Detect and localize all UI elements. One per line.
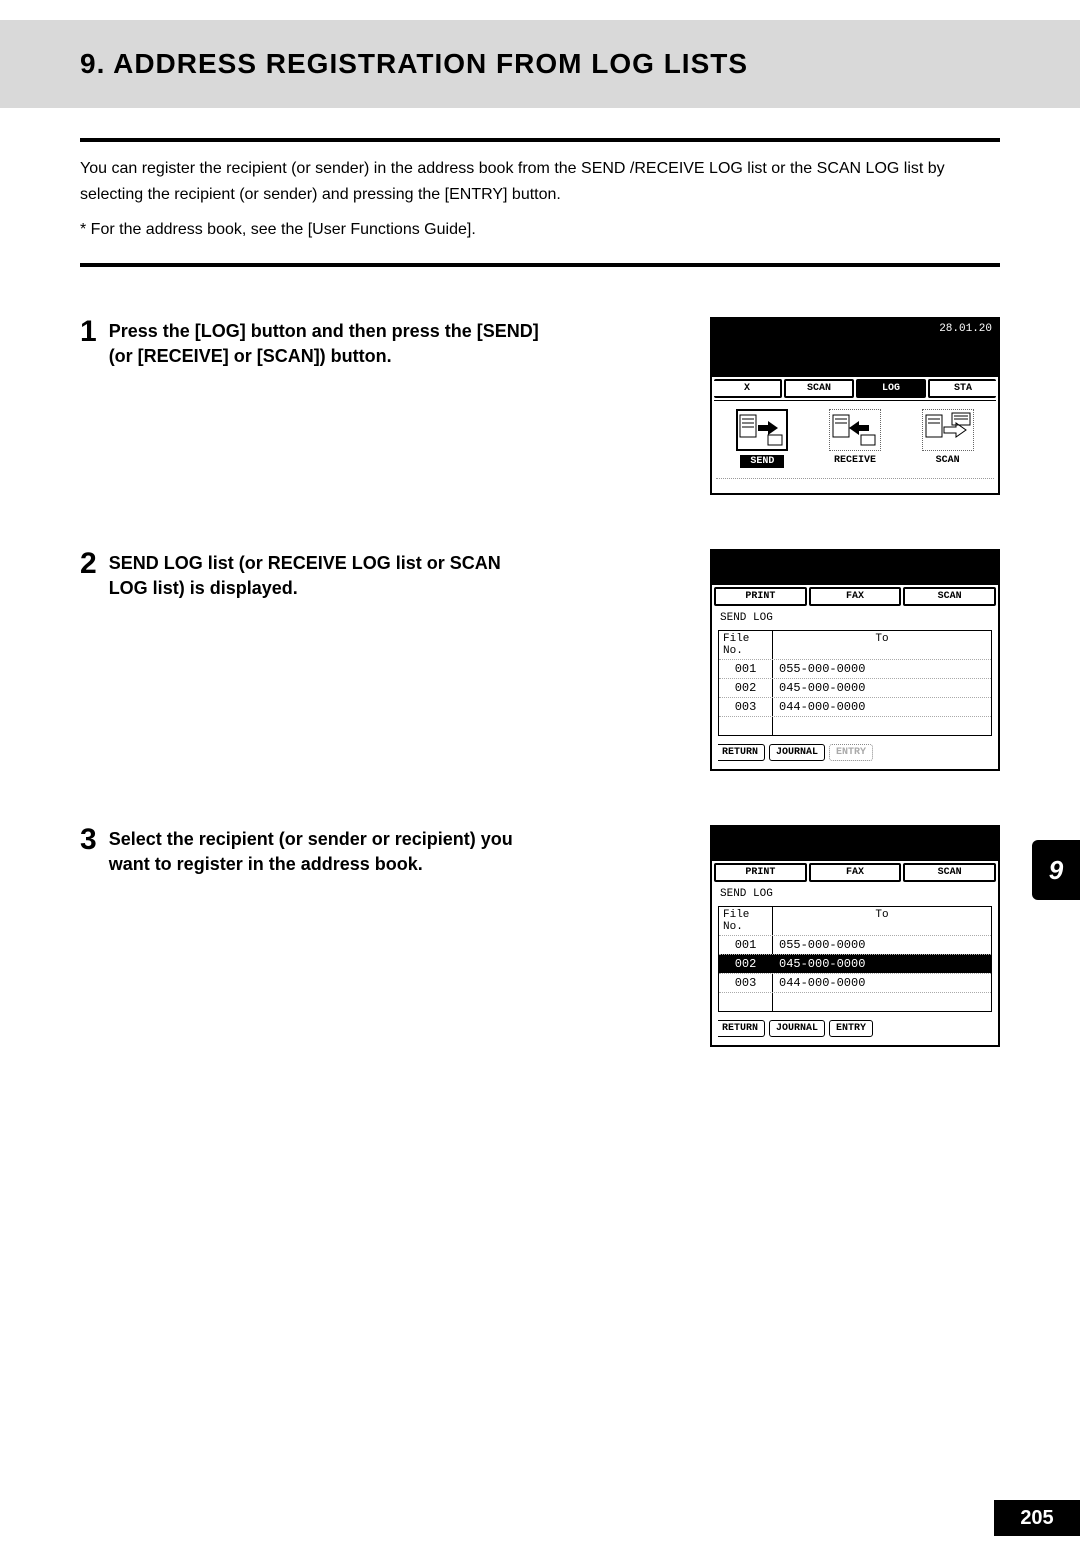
log-row-empty: [719, 992, 991, 1011]
step-text: SEND LOG list (or RECEIVE LOG list or SC…: [109, 549, 540, 771]
lcd-tab: LOG: [856, 379, 926, 398]
header-band: 9. ADDRESS REGISTRATION FROM LOG LISTS: [0, 20, 1080, 108]
lcd-date: 28.01.20: [939, 323, 992, 335]
lcd-tab: FAX: [809, 863, 902, 882]
mode-icon: [922, 409, 974, 451]
lcd-tab: SCAN: [903, 863, 996, 882]
log-table: File No.To001055-000-0000002045-000-0000…: [718, 906, 992, 1012]
lcd-subheader: SEND LOG: [712, 884, 998, 904]
page-number: 205: [994, 1500, 1080, 1536]
lcd-screenshot-2: PRINTFAXSCANSEND LOGFile No.To001055-000…: [710, 549, 1000, 771]
log-table: File No.To001055-000-0000002045-000-0000…: [718, 630, 992, 736]
mode-button-receive: RECEIVE: [829, 409, 881, 468]
mode-label: RECEIVE: [834, 455, 876, 466]
page-title: 9. ADDRESS REGISTRATION FROM LOG LISTS: [0, 48, 1080, 80]
step-text: Select the recipient (or sender or recip…: [109, 825, 540, 1047]
log-row: 003044-000-0000: [719, 973, 991, 992]
log-row: 002045-000-0000: [719, 678, 991, 697]
step-1: 1 Press the [LOG] button and then press …: [80, 317, 1000, 495]
lcd-tab: X: [714, 379, 782, 398]
col-file: File No.: [719, 907, 773, 935]
step-text: Press the [LOG] button and then press th…: [109, 317, 540, 495]
lcd-button-journal: JOURNAL: [769, 744, 825, 761]
log-row: 002045-000-0000: [719, 954, 991, 973]
chapter-tab: 9: [1032, 840, 1080, 900]
lcd-button-entry: ENTRY: [829, 744, 873, 761]
lcd-button-return: RETURN: [718, 744, 765, 761]
mode-icon: [829, 409, 881, 451]
intro-footnote: * For the address book, see the [User Fu…: [80, 221, 1000, 239]
mode-label: SCAN: [936, 455, 960, 466]
mode-button-scan: SCAN: [922, 409, 974, 468]
lcd-tab: FAX: [809, 587, 902, 606]
step-number: 1: [80, 317, 97, 495]
col-file: File No.: [719, 631, 773, 659]
log-row: 001055-000-0000: [719, 659, 991, 678]
mode-button-send: SEND: [736, 409, 788, 468]
intro-text: You can register the recipient (or sende…: [80, 156, 1000, 207]
mode-icon: [736, 409, 788, 451]
lcd-button-return: RETURN: [718, 1020, 765, 1037]
log-row: 003044-000-0000: [719, 697, 991, 716]
lcd-tab: PRINT: [714, 587, 807, 606]
step-3: 3 Select the recipient (or sender or rec…: [80, 825, 1000, 1047]
lcd-tab: PRINT: [714, 863, 807, 882]
lcd-tab: SCAN: [784, 379, 854, 398]
log-row: 001055-000-0000: [719, 935, 991, 954]
step-2: 2 SEND LOG list (or RECEIVE LOG list or …: [80, 549, 1000, 771]
lcd-screenshot-3: PRINTFAXSCANSEND LOGFile No.To001055-000…: [710, 825, 1000, 1047]
intro-block: You can register the recipient (or sende…: [80, 138, 1000, 267]
step-number: 2: [80, 549, 97, 771]
lcd-button-entry: ENTRY: [829, 1020, 873, 1037]
mode-label: SEND: [740, 455, 784, 468]
lcd-tab: SCAN: [903, 587, 996, 606]
lcd-screenshot-1: 28.01.20 XSCANLOGSTA SENDRECEIVESCAN: [710, 317, 1000, 495]
lcd-tab: STA: [928, 379, 996, 398]
lcd-button-journal: JOURNAL: [769, 1020, 825, 1037]
log-row-empty: [719, 716, 991, 735]
col-to: To: [773, 907, 991, 935]
lcd-subheader: SEND LOG: [712, 608, 998, 628]
col-to: To: [773, 631, 991, 659]
step-number: 3: [80, 825, 97, 1047]
